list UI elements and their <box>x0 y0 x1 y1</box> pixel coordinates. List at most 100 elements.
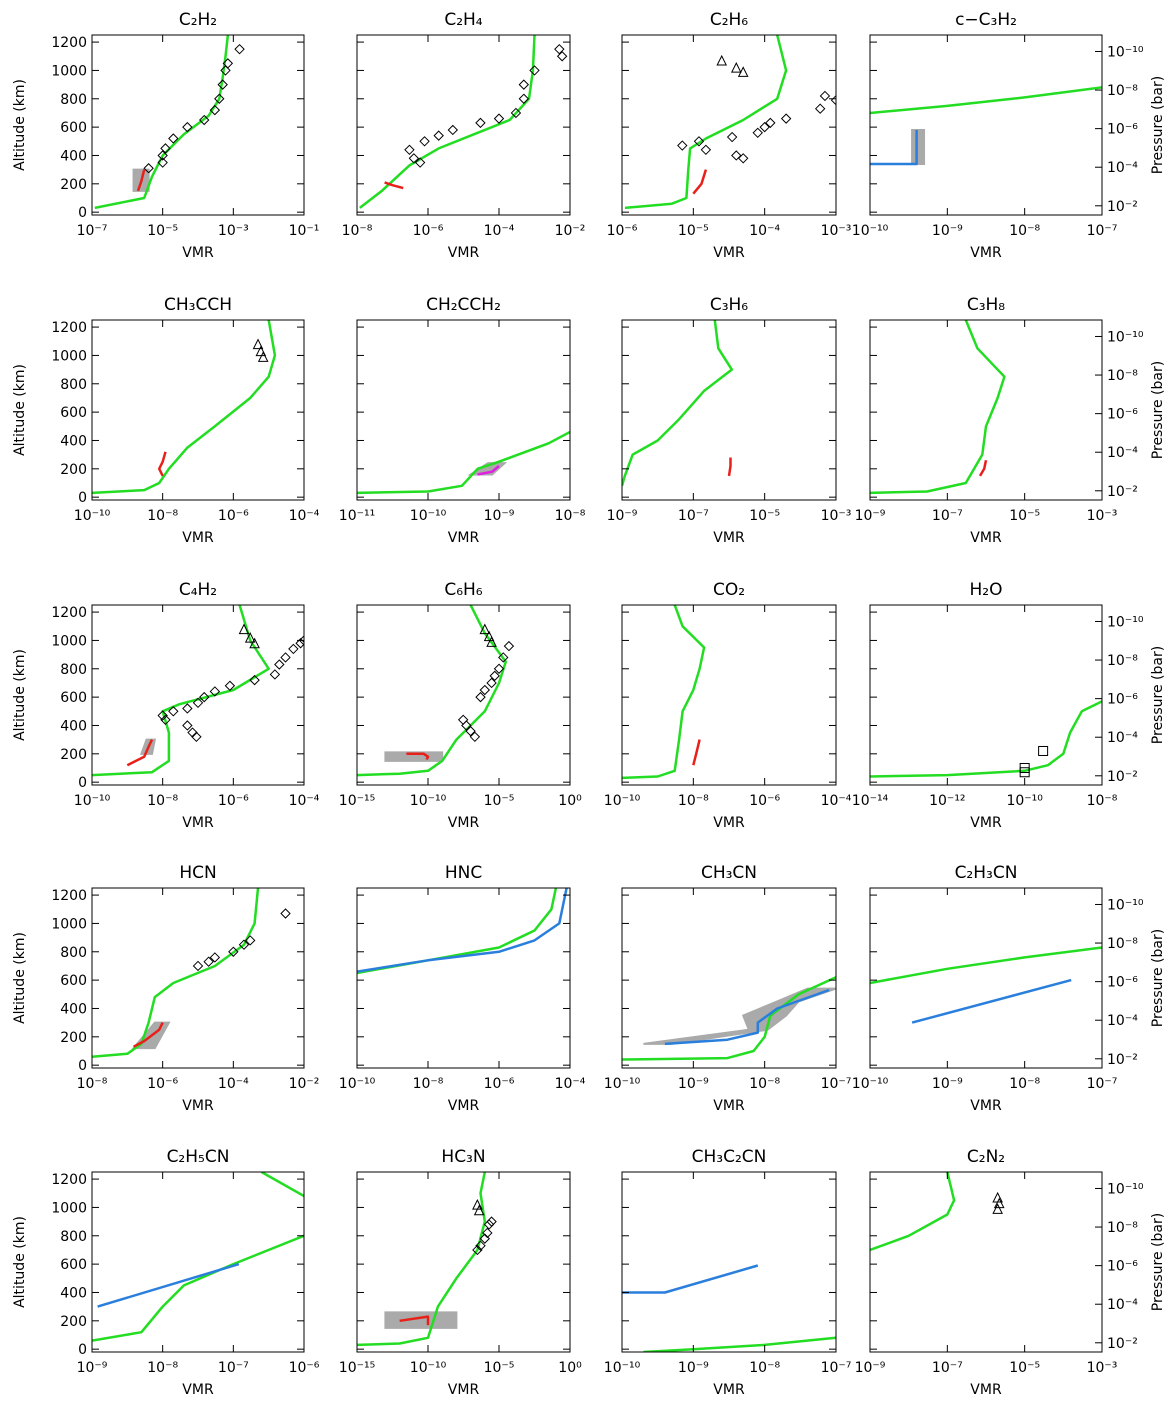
x-axis-label: VMR <box>970 815 1002 831</box>
x-axis-label: VMR <box>970 1382 1002 1398</box>
y-tick-label: 0 <box>78 205 87 221</box>
diamond-marker <box>203 956 214 967</box>
y2-tick-label: 10⁻⁴ <box>1107 1297 1138 1313</box>
profile-line <box>477 465 500 476</box>
diamond-marker <box>404 144 415 156</box>
profile-line <box>133 1022 164 1048</box>
y-tick-label: 200 <box>60 747 87 763</box>
x-tick-label: 10⁻⁹ <box>678 1360 709 1376</box>
x-tick-label: 10⁰ <box>558 1360 582 1376</box>
x-axis-label: VMR <box>713 245 745 261</box>
x-tick-label: 10⁻⁷ <box>932 1360 963 1376</box>
panel-title: C₂H₅CN <box>167 1147 230 1167</box>
plot-frame <box>91 604 305 786</box>
profile-line <box>357 888 568 973</box>
profile-line <box>357 1172 487 1347</box>
x-tick-label: 10⁻⁶ <box>484 1076 515 1092</box>
diamond-marker <box>238 939 250 950</box>
y-axis-label: Altitude (km) <box>12 932 28 1024</box>
diamond-marker <box>510 107 522 119</box>
y2-tick-label: 10⁻⁴ <box>1107 445 1138 461</box>
y-tick-label: 0 <box>78 490 87 506</box>
y2-tick-label: 10⁻⁶ <box>1107 975 1138 991</box>
diamond-marker <box>222 58 234 69</box>
x-axis-label: VMR <box>182 815 214 831</box>
profile-line <box>643 1336 836 1352</box>
panel-title: C₂N₂ <box>967 1147 1005 1167</box>
diamond-marker <box>493 663 505 674</box>
square-marker <box>1038 745 1049 756</box>
diamond-marker <box>726 131 738 143</box>
x-tick-label: 10⁻⁷ <box>218 1360 249 1376</box>
x-tick-label: 10⁻⁸ <box>413 1076 444 1092</box>
panel-title: C₃H₆ <box>710 295 748 315</box>
x-tick-label: 10⁻³ <box>218 223 249 239</box>
y-tick-label: 800 <box>60 1229 87 1245</box>
panel-title: CH₃C₂CN <box>692 1147 767 1167</box>
diamond-marker <box>274 659 285 670</box>
diamond-marker <box>483 1219 495 1230</box>
triangle-marker <box>479 623 491 635</box>
panel-title: C₃H₈ <box>967 295 1005 315</box>
profile-line <box>92 320 277 495</box>
y-tick-label: 0 <box>78 1342 87 1358</box>
diamond-marker <box>419 136 430 147</box>
diamond-marker <box>217 79 228 90</box>
y2-tick-label: 10⁻² <box>1107 1336 1138 1352</box>
profile-line <box>624 35 788 210</box>
x-tick-label: 10⁻¹⁴ <box>852 793 889 809</box>
y-tick-label: 800 <box>60 92 87 108</box>
triangle-marker <box>238 623 250 635</box>
x-tick-label: 10⁻¹⁰ <box>410 793 447 809</box>
panel-title: C₂H₃CN <box>955 863 1018 883</box>
profile-line <box>97 1262 240 1308</box>
x-axis-label: VMR <box>448 1098 480 1114</box>
x-tick-label: 10⁻³ <box>821 223 852 239</box>
x-tick-label: 10⁻¹⁰ <box>1006 793 1043 809</box>
diamond-marker <box>475 691 486 703</box>
x-tick-label: 10⁻¹⁰ <box>604 793 641 809</box>
panel-title: c−C₃H₂ <box>955 10 1017 30</box>
diamond-marker <box>472 1244 483 1256</box>
x-tick-label: 10⁻⁵ <box>484 793 515 809</box>
diamond-marker <box>199 114 210 126</box>
panel-title: CH₃CN <box>701 863 757 883</box>
y-tick-label: 400 <box>60 148 87 164</box>
x-tick-label: 10⁻⁷ <box>77 223 108 239</box>
diamond-marker <box>209 686 221 697</box>
panel-title: C₂H₂ <box>179 10 217 30</box>
panel: c−C₃H₂ 10⁻¹⁰ 10⁻⁹ 10⁻⁸ 10⁻⁷ VMR 10⁻¹⁰ 10⁻⁸ 10⁻⁶ 1… <box>852 10 1166 261</box>
y2-tick-label: 10⁻⁴ <box>1107 160 1138 176</box>
x-tick-label: 10⁻⁶ <box>147 1076 178 1092</box>
plot-frame <box>91 319 305 501</box>
x-axis-label: VMR <box>970 245 1002 261</box>
y-tick-label: 200 <box>60 177 87 193</box>
y2-tick-label: 10⁻¹⁰ <box>1107 1181 1144 1197</box>
profile-line <box>870 1172 956 1252</box>
plot-area <box>92 605 304 777</box>
x-tick-label: 10⁻¹⁵ <box>339 1360 375 1376</box>
triangle-marker <box>993 1197 1005 1209</box>
diamond-marker <box>160 714 171 726</box>
profile-line <box>870 320 1006 495</box>
diamond-marker <box>457 714 469 726</box>
y-tick-label: 200 <box>60 462 87 478</box>
y-axis-label: Altitude (km) <box>12 364 28 456</box>
plot-area <box>870 320 1006 495</box>
plot-frame <box>356 34 571 216</box>
x-tick-label: 10⁻⁷ <box>932 508 963 524</box>
diamond-marker <box>677 140 688 151</box>
x-tick-label: 10⁻⁵ <box>678 223 709 239</box>
x-axis-label: VMR <box>970 530 1002 546</box>
x-tick-label: 10⁻⁴ <box>484 223 515 239</box>
y2-tick-label: 10⁻² <box>1107 1052 1138 1068</box>
x-tick-label: 10⁻⁸ <box>1009 1076 1040 1092</box>
x-tick-label: 10⁻⁸ <box>1009 223 1040 239</box>
diamond-marker <box>168 133 179 144</box>
panel-title: C₆H₆ <box>444 580 482 600</box>
diamond-marker <box>191 731 202 743</box>
diamond-marker <box>157 157 168 168</box>
x-axis-label: VMR <box>713 1382 745 1398</box>
